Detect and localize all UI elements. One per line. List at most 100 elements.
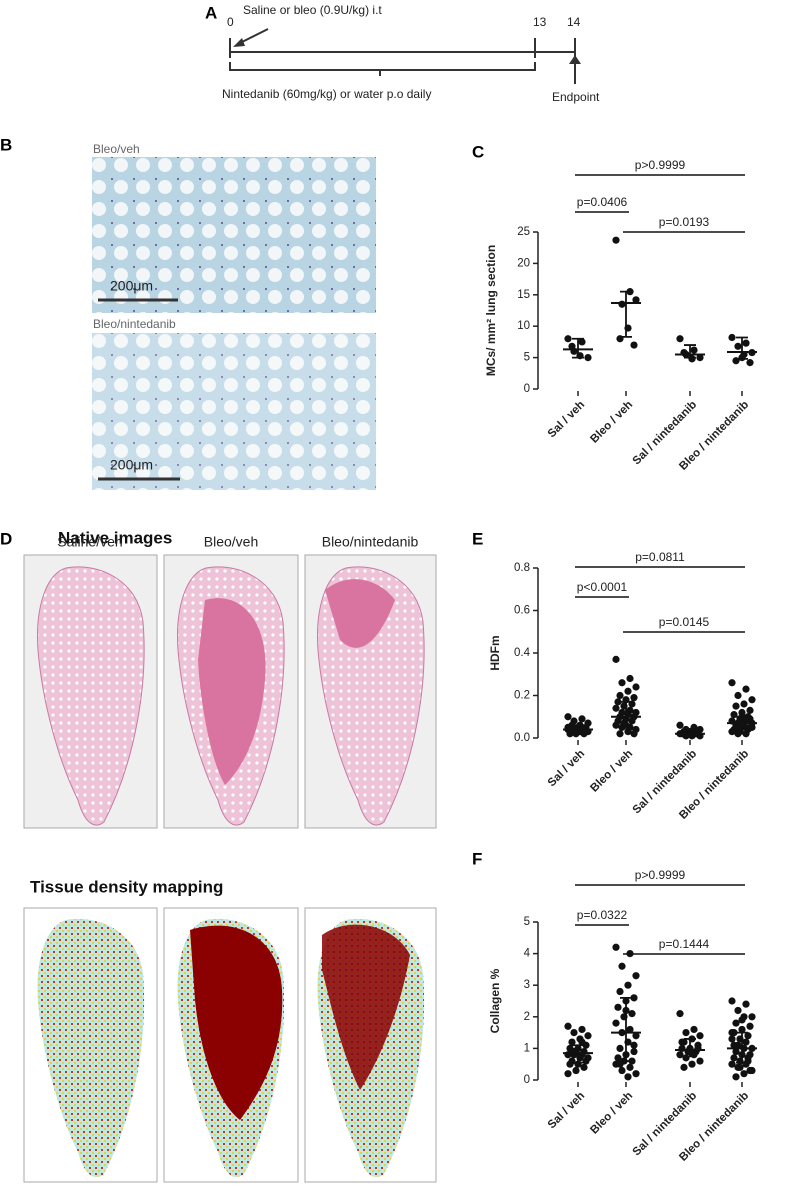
day-label: 14 [567,15,581,29]
data-point [612,1019,620,1027]
column-label: Bleo/nintedanib [322,534,419,550]
data-point [616,730,624,738]
micrograph [92,333,376,490]
y-tick-label: 0 [524,1074,530,1086]
data-point [616,1044,624,1052]
data-point [612,943,620,951]
y-tick-label: 25 [517,226,530,238]
data-point [630,694,638,702]
p-value: p=0.0406 [577,195,628,209]
fibrosis [198,598,266,785]
data-point [676,335,684,343]
data-point [578,715,586,723]
data-point [614,1054,622,1062]
y-tick-label: 0.8 [514,562,530,574]
data-point [732,1047,740,1056]
data-point [618,962,626,970]
lung-images: D Native images Saline/veh Bleo/veh Bleo… [0,528,437,1183]
data-point [738,1025,746,1034]
data-point [578,1038,586,1046]
y-tick-label: 2 [524,1011,530,1023]
data-point [572,1066,580,1075]
data-point [568,1038,576,1046]
data-point [742,1000,750,1008]
data-point [696,1057,704,1065]
panel-letter: B [0,135,12,154]
y-axis-label: Collagen % [488,968,502,1033]
p-value: p>0.9999 [635,158,686,172]
data-point [630,341,638,349]
image-caption: Bleo/nintedanib [93,317,176,331]
data-point [730,1041,738,1049]
data-point [690,1025,698,1034]
data-point [624,1073,632,1081]
scale-label: 200μm [110,278,153,294]
data-point [676,721,684,729]
data-point [728,679,736,687]
data-point [564,335,572,343]
data-point [734,1006,742,1015]
density-high [322,924,410,1090]
data-point [682,1029,690,1037]
error-bar [572,337,584,359]
data-point [630,1041,638,1049]
data-point [632,683,640,691]
x-tick-label: Sal / veh [546,1090,587,1131]
data-point [740,1070,748,1078]
treatment-label: Nintedanib (60mg/kg) or water p.o daily [222,87,431,101]
data-point [730,711,738,719]
panel-letter: D [0,529,12,548]
data-point [632,972,640,980]
data-point [570,1029,578,1037]
data-point [624,687,632,695]
data-point [584,1032,592,1040]
data-point [632,296,640,304]
data-point [630,730,638,738]
data-point [676,1010,684,1018]
y-tick-label: 0.2 [514,690,530,702]
chart: C 0 5 10 15 20 25 MCs/ mm² lung section Sal / ve… [472,142,757,473]
data-point [728,333,736,342]
data-point [618,300,626,308]
data-point [616,691,624,700]
data-point [568,342,576,350]
section-title: Native images [58,528,172,547]
panel-letter: E [472,529,483,548]
data-point [630,1047,638,1056]
error-bar [736,336,748,360]
error-bar [620,700,632,727]
data-point [690,346,698,354]
y-tick-label: 0.0 [514,732,530,744]
data-point [566,1060,574,1068]
data-point [736,1063,744,1071]
micrograph [92,157,376,313]
p-value: p=0.0811 [635,550,685,564]
data-point [748,1013,756,1021]
y-tick-label: 5 [524,916,530,928]
x-tick-label: Bleo / veh [588,1090,635,1137]
y-tick-label: 0.4 [514,647,531,659]
arrow-head [569,55,581,64]
data-point [728,1035,736,1043]
data-point [744,1054,752,1062]
data-point [744,1032,752,1040]
density-high [190,925,283,1120]
image-caption: Bleo/veh [93,142,140,156]
data-point [732,702,740,710]
data-point [746,706,754,714]
data-point [728,1060,736,1068]
data-point [614,1003,622,1011]
data-point [678,1038,686,1046]
bracket [229,62,536,76]
data-point [746,715,754,723]
data-point [728,997,736,1005]
y-tick-label: 1 [524,1042,530,1054]
data-point [624,981,632,989]
data-point [564,1070,572,1078]
y-tick-label: 0 [524,383,530,395]
column-label: Bleo/veh [204,534,258,550]
data-point [624,728,632,736]
error-bar [572,724,584,733]
data-point [742,339,750,347]
